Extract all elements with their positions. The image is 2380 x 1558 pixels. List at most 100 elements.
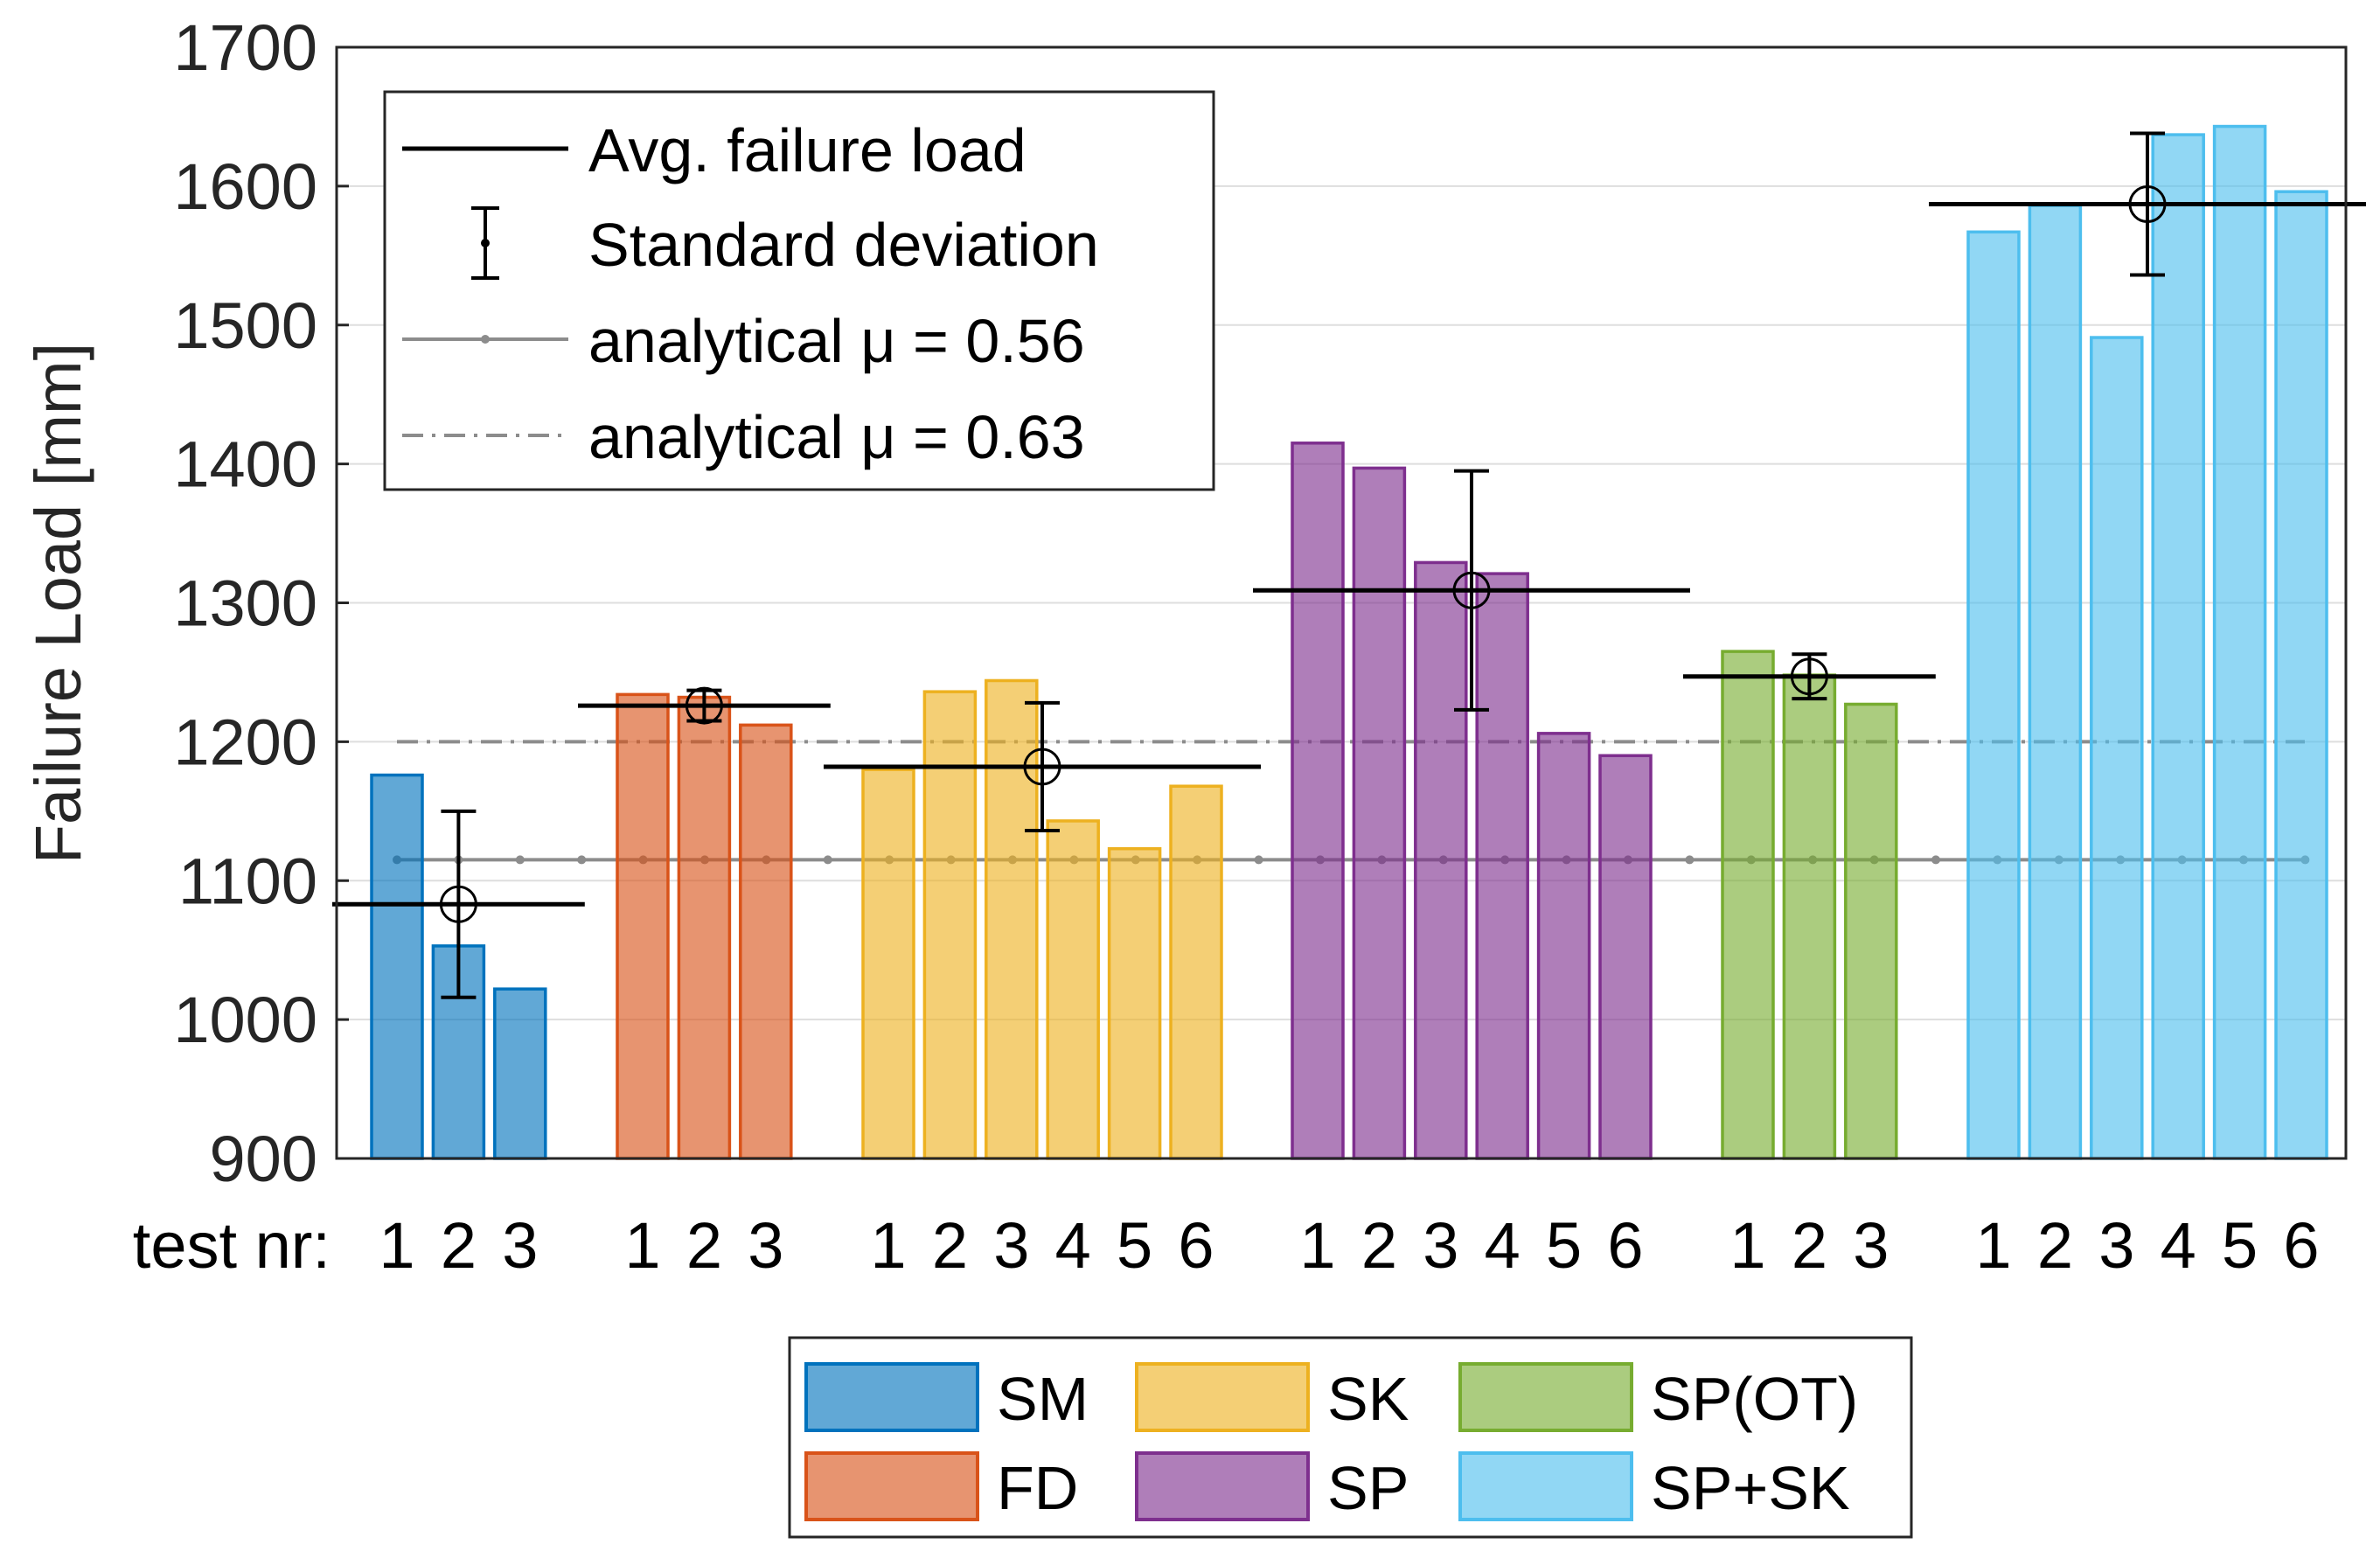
- x-tick-label: 5: [2222, 1209, 2258, 1282]
- bar-FD-1: [616, 692, 670, 1160]
- reference-line-marker: [823, 855, 832, 865]
- bar-SM-1: [370, 773, 424, 1160]
- x-tick-label: 4: [1485, 1209, 1521, 1282]
- legend-swatch-FD: [804, 1451, 979, 1521]
- x-axis-prefix: test nr:: [133, 1209, 331, 1282]
- y-tick-label: 1100: [178, 845, 317, 917]
- x-tick-label: 1: [870, 1209, 906, 1282]
- legend-lines-box: Avg. failure load Standard deviation analy…: [383, 90, 1215, 491]
- legend-line-label: analytical μ = 0.56: [588, 307, 1085, 375]
- legend-swatch-SP(OT): [1458, 1362, 1633, 1432]
- x-tick-label: 1: [1729, 1209, 1765, 1282]
- bar-SP+SK-1: [1966, 230, 2021, 1160]
- legend-swatch-SK: [1135, 1362, 1310, 1432]
- legend-group-label: SP: [1327, 1454, 1409, 1522]
- bar-layer: [370, 124, 2328, 1160]
- avg-marker-SP+SK: [2128, 185, 2167, 224]
- x-tick-label: 6: [1178, 1209, 1214, 1282]
- bar-SP(OT)-1: [1721, 650, 1775, 1160]
- x-tick-label: 2: [1361, 1209, 1397, 1282]
- x-tick-label: 3: [1853, 1209, 1889, 1282]
- x-tick-label: 4: [1055, 1209, 1091, 1282]
- x-tick-label: 2: [932, 1209, 968, 1282]
- reference-line-marker: [1931, 855, 1940, 865]
- bar-SP-3: [1414, 560, 1468, 1160]
- avg-marker-SP: [1452, 571, 1491, 609]
- y-tick-label: 1000: [173, 984, 317, 1056]
- reference-line-marker: [1685, 855, 1695, 865]
- bar-SP(OT)-3: [1844, 702, 1898, 1160]
- x-tick-label: 2: [2037, 1209, 2073, 1282]
- x-tick-label: 3: [748, 1209, 783, 1282]
- x-tick-label: 1: [1975, 1209, 2011, 1282]
- legend-swatch-SM: [804, 1362, 979, 1432]
- bar-FD-3: [739, 723, 793, 1160]
- avg-marker-SK: [1023, 748, 1061, 786]
- x-tick-label: 5: [1117, 1209, 1152, 1282]
- x-tick-label: 3: [993, 1209, 1029, 1282]
- x-tick-label: 6: [2283, 1209, 2319, 1282]
- x-tick-label: 5: [1546, 1209, 1582, 1282]
- legend-line-label: Avg. failure load: [588, 116, 1026, 184]
- bar-SK-5: [1107, 846, 1162, 1160]
- bar-SK-1: [861, 768, 915, 1160]
- bar-SP-2: [1352, 466, 1407, 1160]
- legend-lines-frame: [383, 90, 1215, 491]
- legend-swatch-SP: [1135, 1451, 1310, 1521]
- y-axis-ticks: 900 1000 1100 1200 1300 1400 1500 1600 1700: [173, 11, 349, 1195]
- x-tick-label: 1: [624, 1209, 660, 1282]
- x-tick-label: 1: [379, 1209, 414, 1282]
- y-tick-label: 1500: [173, 289, 317, 362]
- y-tick-label: 900: [210, 1123, 317, 1195]
- legend-group-label: FD: [997, 1454, 1078, 1522]
- legend-group-label: SM: [997, 1365, 1089, 1433]
- y-tick-label: 1200: [173, 706, 317, 778]
- x-tick-label: 2: [1792, 1209, 1827, 1282]
- bar-SP+SK-4: [2151, 133, 2205, 1160]
- y-tick-label: 1300: [173, 567, 317, 640]
- x-tick-label: 4: [2161, 1209, 2196, 1282]
- avg-marker-FD: [685, 686, 723, 725]
- bar-SP+SK-6: [2274, 190, 2328, 1160]
- legend-swatch-SP+SK: [1458, 1451, 1633, 1521]
- bar-SM-3: [493, 987, 547, 1160]
- bar-SK-4: [1046, 819, 1100, 1160]
- bar-SK-2: [922, 690, 978, 1160]
- legend-mu056-dot: [481, 335, 490, 344]
- legend-groups-box: SM SK SP(OT) FD SP SP+SK: [788, 1336, 1913, 1539]
- reference-line-marker: [1254, 855, 1263, 865]
- bar-SP+SK-2: [2028, 204, 2083, 1160]
- reference-line-marker: [515, 855, 525, 865]
- bar-SK-3: [985, 678, 1039, 1160]
- x-tick-label: 6: [1607, 1209, 1643, 1282]
- legend-line-label: Standard deviation: [588, 211, 1099, 279]
- bar-SP-5: [1536, 732, 1591, 1160]
- x-tick-label: 2: [441, 1209, 477, 1282]
- avg-marker-SP(OT): [1790, 657, 1828, 696]
- reference-line-marker: [577, 855, 587, 865]
- bar-SP(OT)-2: [1782, 673, 1837, 1160]
- y-tick-label: 1600: [173, 150, 317, 223]
- average-markers: [332, 131, 2366, 999]
- legend-group-label: SK: [1327, 1365, 1409, 1433]
- bar-SP-4: [1475, 572, 1529, 1160]
- x-tick-label: 3: [2098, 1209, 2134, 1282]
- bar-SP-1: [1291, 442, 1345, 1160]
- y-axis-label: Failure Load [mm]: [22, 343, 94, 864]
- bar-SK-6: [1169, 784, 1223, 1160]
- avg-marker-SM: [439, 885, 477, 923]
- x-tick-label: 1: [1299, 1209, 1335, 1282]
- y-tick-label: 1700: [173, 11, 317, 84]
- legend-line-label: analytical μ = 0.63: [588, 403, 1085, 471]
- y-tick-label: 1400: [173, 428, 317, 501]
- x-tick-label: 3: [1423, 1209, 1458, 1282]
- bar-SP-6: [1598, 754, 1653, 1160]
- x-tick-label: 3: [502, 1209, 538, 1282]
- bar-SP+SK-5: [2212, 124, 2267, 1160]
- legend-group-label: SP+SK: [1651, 1454, 1850, 1522]
- x-tick-label: 2: [686, 1209, 722, 1282]
- legend-std-dot: [481, 239, 490, 247]
- bar-SP+SK-3: [2090, 336, 2144, 1160]
